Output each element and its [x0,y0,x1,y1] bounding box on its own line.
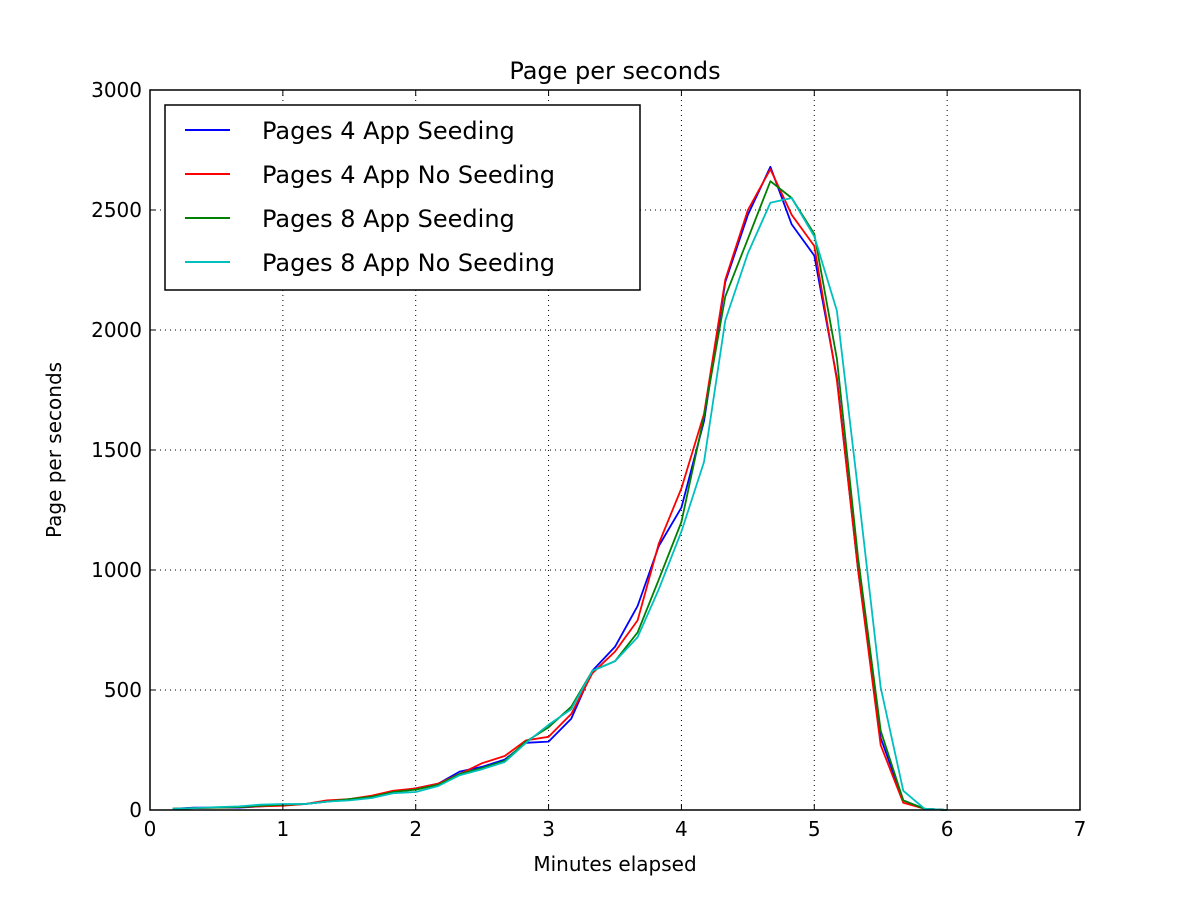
x-tick-label: 1 [276,817,289,841]
legend-label-2: Pages 4 App No Seeding [262,161,555,189]
y-tick-label: 1500 [91,438,142,462]
x-tick-label: 5 [808,817,821,841]
x-tick-label: 6 [941,817,954,841]
y-tick-label: 500 [104,678,142,702]
y-tick-label: 1000 [91,558,142,582]
y-tick-label: 2000 [91,318,142,342]
legend-label-1: Pages 4 App Seeding [262,117,515,145]
y-tick-label: 3000 [91,78,142,102]
y-tick-label: 2500 [91,198,142,222]
y-axis-title: Page per seconds [42,362,66,538]
chart-title: Page per seconds [509,57,720,85]
series-line-4 [172,197,948,811]
x-tick-label: 7 [1074,817,1087,841]
legend-label-4: Pages 8 App No Seeding [262,249,555,277]
y-tick-label: 0 [129,798,142,822]
legend-label-3: Pages 8 App Seeding [262,205,515,233]
legend-box [164,104,641,291]
series-lines [172,165,948,811]
x-axis-title: Minutes elapsed [533,852,696,876]
legend: Pages 4 App Seeding Pages 4 App No Seedin… [164,104,641,291]
x-tick-label: 0 [144,817,157,841]
x-tick-label: 4 [675,817,688,841]
x-tick-label: 3 [542,817,555,841]
axis-ticks: 0 1 2 3 4 5 6 7 0 500 1000 1500 2000 2500 3000 [91,78,1086,841]
x-tick-label: 2 [409,817,422,841]
